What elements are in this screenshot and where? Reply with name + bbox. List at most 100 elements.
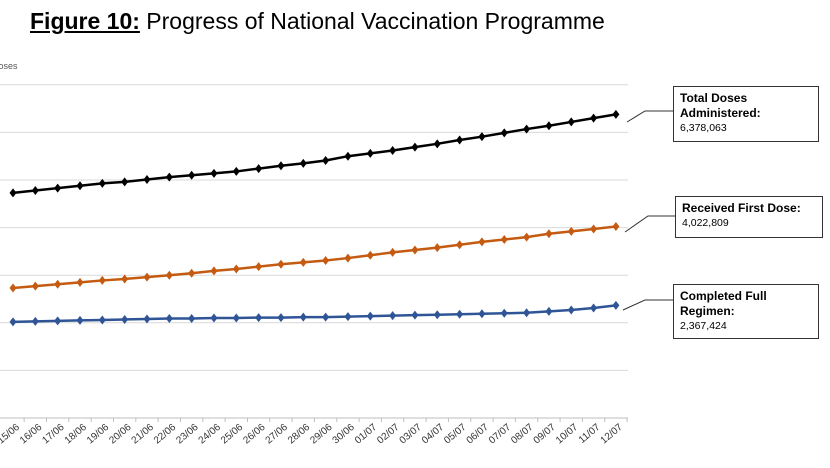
data-point-marker bbox=[523, 124, 531, 134]
x-tick-label: 10/07 bbox=[554, 422, 581, 447]
data-point-marker bbox=[344, 253, 352, 263]
data-point-marker bbox=[433, 139, 441, 149]
x-tick-label: 04/07 bbox=[420, 422, 447, 447]
data-point-marker bbox=[567, 117, 575, 127]
data-point-marker bbox=[188, 268, 196, 278]
chart-title: Figure 10: Progress of National Vaccinat… bbox=[30, 8, 605, 35]
data-point-marker bbox=[366, 148, 374, 158]
data-point-marker bbox=[433, 310, 441, 320]
data-point-marker bbox=[344, 312, 352, 322]
callout-connector-completed bbox=[622, 299, 673, 311]
data-point-marker bbox=[143, 175, 151, 185]
data-point-marker bbox=[299, 312, 307, 322]
callout-label: Completed Full Regimen: bbox=[680, 289, 767, 318]
data-point-marker bbox=[210, 313, 218, 323]
data-point-marker bbox=[456, 240, 464, 250]
x-tick-label: 09/07 bbox=[532, 422, 559, 447]
x-tick-label: 24/06 bbox=[197, 422, 224, 447]
data-point-marker bbox=[389, 311, 397, 321]
callout-connector-first bbox=[624, 215, 675, 233]
data-point-marker bbox=[545, 229, 553, 239]
x-tick-label: 16/06 bbox=[18, 422, 45, 447]
data-point-marker bbox=[299, 158, 307, 168]
x-tick-label: 26/06 bbox=[241, 422, 268, 447]
x-tick-label: 19/06 bbox=[85, 422, 112, 447]
data-point-marker bbox=[322, 312, 330, 322]
x-tick-label: 21/06 bbox=[130, 422, 157, 447]
data-point-marker bbox=[98, 178, 106, 188]
x-tick-label: 27/06 bbox=[264, 422, 291, 447]
callout-label: Total Doses Administered: bbox=[680, 91, 761, 120]
callout-connector-total bbox=[626, 110, 673, 123]
data-point-marker bbox=[255, 313, 263, 323]
data-point-marker bbox=[366, 311, 374, 321]
data-point-marker bbox=[165, 314, 173, 324]
data-point-marker bbox=[188, 170, 196, 180]
data-point-marker bbox=[31, 316, 39, 326]
data-point-marker bbox=[322, 255, 330, 265]
data-point-marker bbox=[76, 315, 84, 325]
callout-first-dose: Received First Dose: 4,022,809 bbox=[675, 196, 823, 238]
x-tick-label: 02/07 bbox=[375, 422, 402, 447]
callout-value: 2,367,424 bbox=[680, 320, 727, 332]
figure-title: Progress of National Vaccination Program… bbox=[139, 8, 605, 34]
data-point-marker bbox=[98, 275, 106, 285]
data-point-marker bbox=[277, 259, 285, 269]
data-point-marker bbox=[54, 316, 62, 326]
figure-number: Figure 10: bbox=[30, 8, 140, 34]
data-point-marker bbox=[590, 224, 598, 234]
x-tick-label: 25/06 bbox=[219, 422, 246, 447]
data-point-marker bbox=[545, 121, 553, 131]
data-point-marker bbox=[121, 177, 129, 187]
x-tick-label: 05/07 bbox=[442, 422, 469, 447]
data-point-marker bbox=[210, 168, 218, 178]
data-point-marker bbox=[76, 277, 84, 287]
data-point-marker bbox=[344, 151, 352, 161]
data-point-marker bbox=[478, 309, 486, 319]
data-point-marker bbox=[31, 185, 39, 195]
data-point-marker bbox=[54, 183, 62, 193]
callout-label: Received First Dose: bbox=[682, 201, 801, 215]
data-point-marker bbox=[188, 314, 196, 324]
data-point-marker bbox=[389, 145, 397, 155]
data-point-marker bbox=[277, 313, 285, 323]
x-tick-label: 28/06 bbox=[286, 422, 313, 447]
callout-value: 6,378,063 bbox=[680, 122, 727, 134]
x-tick-label: 29/06 bbox=[308, 422, 335, 447]
data-point-marker bbox=[31, 281, 39, 291]
data-point-marker bbox=[255, 164, 263, 174]
data-point-marker bbox=[165, 172, 173, 182]
x-tick-label: 12/07 bbox=[599, 422, 626, 447]
x-tick-label: 22/06 bbox=[152, 422, 179, 447]
series-line bbox=[12, 225, 617, 290]
data-point-marker bbox=[478, 132, 486, 142]
data-point-marker bbox=[366, 250, 374, 260]
data-point-marker bbox=[567, 305, 575, 315]
data-point-marker bbox=[232, 313, 240, 323]
data-point-marker bbox=[232, 166, 240, 176]
data-point-marker bbox=[54, 279, 62, 289]
x-tick-label: 18/06 bbox=[63, 422, 90, 447]
data-point-marker bbox=[612, 222, 620, 232]
series-line bbox=[12, 304, 617, 324]
data-point-marker bbox=[545, 306, 553, 316]
data-point-marker bbox=[433, 243, 441, 253]
x-tick-label: 06/07 bbox=[465, 422, 492, 447]
x-tick-label: 15/06 bbox=[0, 422, 22, 447]
data-point-marker bbox=[232, 264, 240, 274]
data-point-marker bbox=[411, 245, 419, 255]
data-point-marker bbox=[9, 283, 17, 293]
callout-value: 4,022,809 bbox=[682, 217, 729, 229]
x-tick-label: 17/06 bbox=[40, 422, 67, 447]
data-point-marker bbox=[255, 262, 263, 272]
x-tick-label: 08/07 bbox=[509, 422, 536, 447]
data-point-marker bbox=[143, 314, 151, 324]
data-point-marker bbox=[456, 309, 464, 319]
data-point-marker bbox=[9, 188, 17, 198]
data-point-marker bbox=[411, 310, 419, 320]
data-point-marker bbox=[523, 232, 531, 242]
x-tick-label: 20/06 bbox=[107, 422, 134, 447]
data-point-marker bbox=[299, 257, 307, 267]
x-tick-label: 11/07 bbox=[577, 422, 603, 446]
